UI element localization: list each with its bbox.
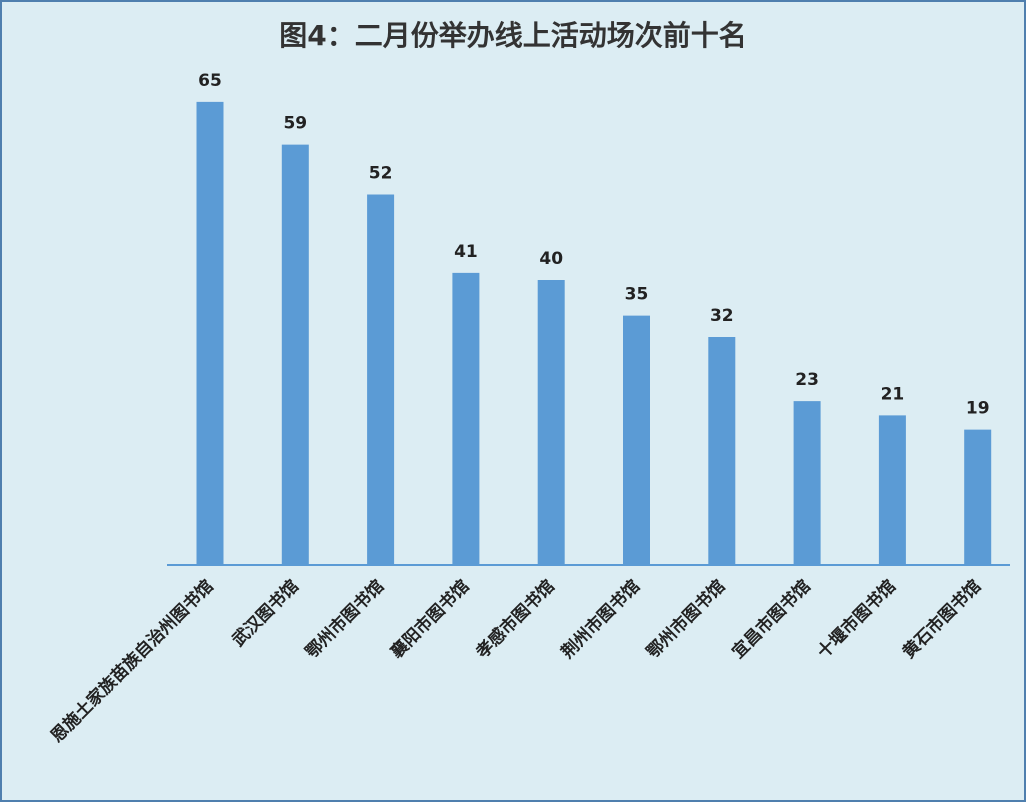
data-label-3: 52	[369, 164, 393, 184]
bar-10	[964, 429, 992, 565]
bar-9	[878, 415, 906, 565]
data-label-2: 59	[283, 114, 307, 134]
bar-8	[793, 401, 821, 565]
bar-5	[537, 280, 565, 565]
data-label-10: 19	[966, 399, 990, 419]
data-label-5: 40	[539, 249, 563, 269]
bar-2	[281, 144, 309, 565]
data-label-7: 32	[710, 306, 734, 326]
x-tick-label-7: 鄂州市图书馆	[642, 576, 729, 663]
x-tick-label-6: 荆州市图书馆	[557, 576, 644, 663]
data-label-6: 35	[625, 285, 649, 305]
bar-1	[196, 101, 224, 565]
bar-3	[367, 194, 395, 565]
data-label-9: 21	[881, 384, 905, 404]
x-tick-label-1: 恩施土家族苗族自治州图书馆	[46, 576, 217, 747]
x-tick-label-4: 襄阳市图书馆	[386, 576, 474, 664]
x-tick-label-5: 孝感市图书馆	[472, 576, 559, 663]
chart-title: 图4：二月份举办线上活动场次前十名	[279, 19, 747, 52]
bar-4	[452, 272, 480, 565]
data-label-8: 23	[795, 370, 819, 390]
bar-7	[708, 337, 736, 565]
bar-6	[623, 315, 650, 565]
x-tick-label-10: 黄石市图书馆	[898, 576, 985, 663]
x-tick-label-9: 十堰市图书馆	[813, 576, 900, 663]
x-tick-label-2: 武汉图书馆	[228, 576, 303, 651]
data-label-4: 41	[454, 242, 478, 262]
x-tick-label-3: 鄂州市图书馆	[301, 576, 388, 663]
x-tick-label-8: 宜昌市图书馆	[728, 576, 815, 663]
data-label-1: 65	[198, 71, 222, 91]
